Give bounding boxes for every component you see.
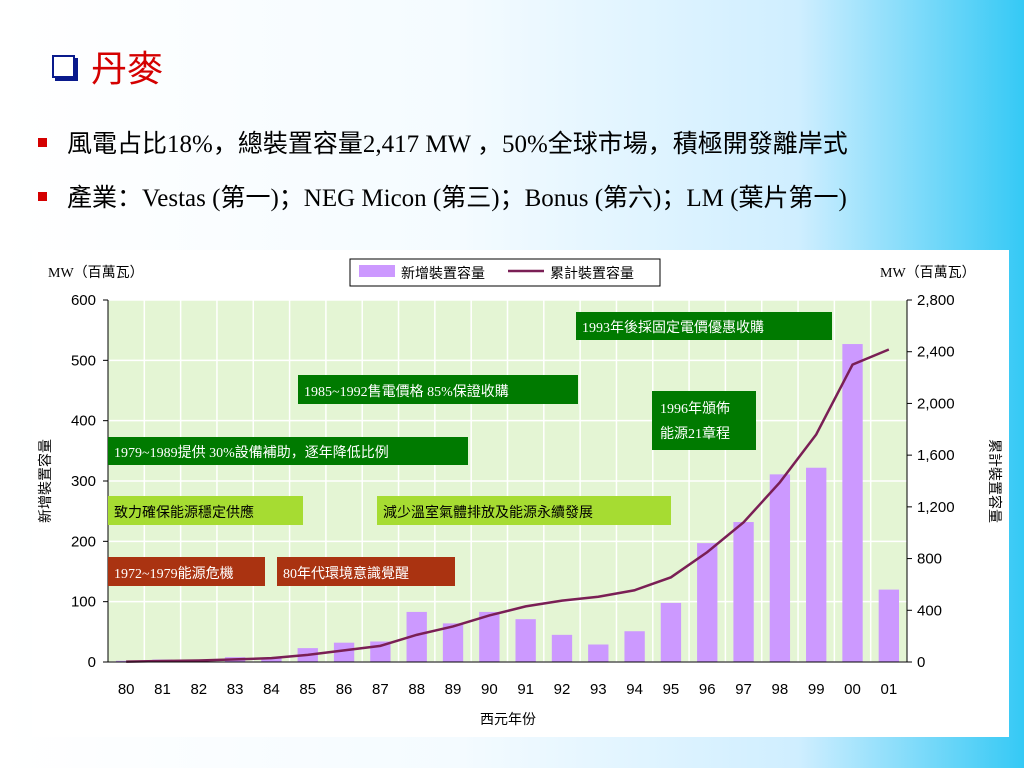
legend-box (349, 258, 661, 287)
bar-new-capacity (697, 543, 718, 662)
x-tick-label: 96 (699, 681, 716, 698)
y-axis-title-right: 累計裝置容量 (986, 439, 1003, 523)
annotation-box (298, 375, 578, 404)
x-tick-label: 86 (336, 681, 353, 698)
line-cumulative-capacity (126, 348, 890, 663)
x-tick-label: 93 (590, 681, 607, 698)
x-tick-label: 80 (118, 681, 135, 698)
bar-new-capacity (624, 631, 645, 662)
x-tick-label: 01 (880, 681, 897, 698)
y-tick-label-right: 1,600 (917, 447, 955, 464)
bar-new-capacity (515, 619, 536, 662)
bar-new-capacity (406, 611, 427, 662)
square-bullet-icon (38, 191, 47, 201)
x-tick-label: 89 (445, 681, 462, 698)
x-tick-label: 85 (299, 681, 316, 698)
x-tick-label: 87 (372, 681, 389, 698)
annotation-box (377, 496, 671, 525)
x-tick-label: 88 (408, 681, 425, 698)
x-tick-label: 81 (154, 681, 171, 698)
bar-new-capacity (878, 589, 900, 662)
square-bullet-icon (38, 137, 47, 147)
legend-label-line: 累計裝置容量 (550, 265, 634, 282)
chart-svg: 010020030040050060004008001,2001,6002,00… (37, 258, 1003, 728)
annotation-text: 1979~1989提供 30%設備補助，逐年降低比例 (114, 445, 389, 461)
x-tick-label: 94 (626, 681, 643, 698)
x-tick-label: 83 (227, 681, 244, 698)
y-axis-title-left: 新增裝置容量 (37, 439, 54, 523)
chart-panel: 0 100 200 300 400 500 600 0 400 800 1,200 1,600 2,00… (32, 250, 1009, 737)
y-tick-label-right: 2,800 (917, 292, 955, 309)
annotation-box (108, 496, 303, 525)
annotation-text: 1993年後採固定電價優惠收購 (582, 319, 764, 336)
legend-swatch-bar (359, 265, 395, 277)
slide-title-text: 丹麥 (91, 49, 164, 90)
x-tick-label: 95 (663, 681, 680, 698)
y-tick-label-left: 400 (71, 413, 96, 430)
slide-title: 丹麥 (52, 40, 163, 92)
x-tick-label: 84 (263, 681, 280, 698)
right-axis-unit: MW（百萬瓦） (880, 265, 976, 281)
y-tick-label-right: 800 (917, 551, 942, 568)
bar-new-capacity (333, 642, 355, 662)
annotation-text: 80年代環境意識覺醒 (283, 565, 409, 582)
x-tick-label: 92 (554, 681, 571, 698)
annotation-text: 能源21章程 (660, 425, 730, 442)
bullet-item-2: 產業：Vestas (第一)；NEG Micon (第三)；Bonus (第六)… (38, 178, 847, 214)
x-tick-label: 82 (190, 681, 207, 698)
annotation-text: 1985~1992售電價格 85%保證收購 (304, 383, 509, 400)
bar-new-capacity (588, 644, 609, 662)
checkbox-bullet-icon (52, 54, 75, 78)
bar-new-capacity (733, 522, 754, 662)
y-tick-label-left: 500 (71, 352, 96, 369)
y-tick-label-left: 100 (71, 594, 96, 611)
x-axis-title: 西元年份 (480, 712, 536, 728)
annotation-box (652, 391, 756, 450)
bar-new-capacity (842, 344, 863, 662)
annotation-box (108, 437, 468, 465)
legend-label-bar: 新增裝置容量 (401, 265, 485, 282)
y-tick-label-left: 300 (71, 473, 96, 490)
x-tick-label: 98 (772, 681, 789, 698)
bullet-item-1: 風電占比18%，總裝置容量2,417 MW ，50%全球市場，積極開發離岸式 (38, 124, 848, 160)
y-tick-label-right: 1,200 (917, 499, 955, 516)
bullet-text-1: 風電占比18%，總裝置容量2,417 MW ，50%全球市場，積極開發離岸式 (67, 131, 848, 158)
y-tick-label-right: 2,400 (917, 344, 955, 361)
annotation-text: 減少溫室氣體排放及能源永續發展 (383, 504, 593, 521)
annotation-box (277, 557, 455, 586)
annotation-text: 1972~1979能源危機 (114, 566, 234, 582)
y-tick-label-left: 0 (88, 654, 96, 671)
x-tick-label: 99 (808, 681, 825, 698)
bar-new-capacity (660, 602, 682, 662)
x-tick-label: 91 (517, 681, 534, 698)
bar-new-capacity (479, 611, 500, 662)
y-tick-label-left: 600 (71, 292, 96, 309)
bar-new-capacity (769, 474, 791, 662)
bar-new-capacity (806, 467, 827, 662)
annotation-text: 1996年頒佈 (660, 400, 730, 417)
y-tick-label-left: 200 (71, 533, 96, 550)
bar-new-capacity (551, 634, 573, 662)
bullet-text-2: 產業：Vestas (第一)；NEG Micon (第三)；Bonus (第六)… (67, 185, 847, 212)
y-tick-label-right: 2,000 (917, 395, 955, 412)
x-tick-label: 90 (481, 681, 498, 698)
annotation-box (576, 312, 832, 340)
x-tick-label: 97 (735, 681, 752, 698)
left-axis-unit: MW（百萬瓦） (48, 265, 144, 281)
x-tick-label: 00 (844, 681, 861, 698)
y-tick-label-right: 0 (917, 654, 925, 671)
annotation-text: 致力確保能源穩定供應 (114, 504, 254, 521)
y-tick-label-right: 400 (917, 602, 942, 619)
bar-new-capacity (261, 657, 282, 662)
bar-new-capacity (442, 623, 464, 662)
annotation-box (108, 557, 265, 586)
